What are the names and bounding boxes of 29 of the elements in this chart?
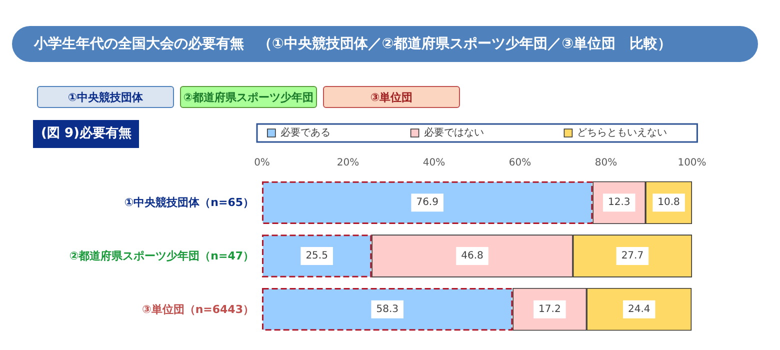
text: ①中央競技団体 (37, 86, 174, 108)
data-label: 58.3 (376, 304, 398, 315)
bar (262, 181, 593, 224)
legend-label: 必要ではない (424, 126, 484, 138)
data-label: 24.4 (628, 304, 650, 315)
x-tick-label: 100% (678, 158, 706, 168)
y-tick-label: ①中央競技団体（n=65） (124, 196, 254, 210)
data-label: 17.2 (538, 304, 561, 315)
bar (262, 234, 372, 278)
data-label: 12.3 (608, 197, 630, 208)
text: ②都道府県スポーツ少年団 (180, 86, 317, 108)
text: (図 9)必要有無 (33, 120, 140, 148)
x-tick-label: 0% (254, 158, 270, 168)
y-tick-label: ②都道府県スポーツ少年団（n=47） (69, 250, 254, 262)
chart-title: 小学生年代の全国大会の必要有無 （①中央競技団体／②都道府県スポーツ少年団／③単位団 比較） (12, 26, 758, 62)
y-tick-label: ③単位団（n=6443） (142, 302, 254, 316)
data-label: 76.9 (416, 197, 438, 208)
x-tick-label: 40% (422, 158, 446, 168)
data-label: 46.8 (461, 250, 484, 262)
text: ③単位団 (323, 86, 460, 108)
data-label: 27.7 (621, 250, 644, 262)
data-label: 25.5 (306, 250, 328, 262)
x-tick-label: 20% (336, 158, 360, 168)
legend-label: どちらともいえない (577, 128, 668, 138)
bar (262, 288, 513, 331)
data-label: 10.8 (658, 197, 680, 208)
x-tick-label: 60% (508, 158, 532, 168)
legend-label: 必要である (280, 126, 330, 138)
x-tick-label: 80% (594, 158, 618, 168)
